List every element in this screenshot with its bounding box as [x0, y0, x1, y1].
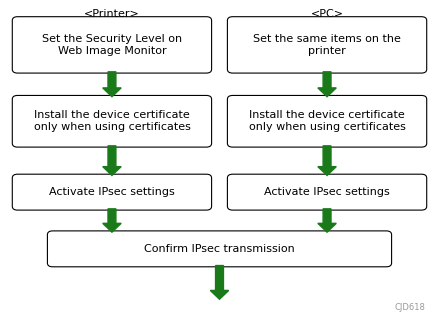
Polygon shape [317, 209, 336, 232]
Text: Set the same items on the
printer: Set the same items on the printer [253, 34, 400, 56]
Text: Confirm IPsec transmission: Confirm IPsec transmission [144, 244, 294, 254]
Text: Activate IPsec settings: Activate IPsec settings [49, 187, 174, 197]
Polygon shape [210, 266, 228, 299]
Polygon shape [317, 146, 336, 175]
Text: <Printer>: <Printer> [84, 9, 139, 19]
Text: CJD618: CJD618 [394, 303, 425, 312]
FancyBboxPatch shape [227, 174, 426, 210]
FancyBboxPatch shape [227, 95, 426, 147]
FancyBboxPatch shape [47, 231, 391, 267]
FancyBboxPatch shape [12, 174, 211, 210]
Polygon shape [102, 209, 121, 232]
FancyBboxPatch shape [227, 17, 426, 73]
Polygon shape [317, 72, 336, 97]
FancyBboxPatch shape [12, 17, 211, 73]
Polygon shape [102, 72, 121, 97]
Polygon shape [102, 146, 121, 175]
Text: <PC>: <PC> [310, 9, 343, 19]
Text: Install the device certificate
only when using certificates: Install the device certificate only when… [33, 111, 190, 132]
FancyBboxPatch shape [12, 95, 211, 147]
Text: Set the Security Level on
Web Image Monitor: Set the Security Level on Web Image Moni… [42, 34, 182, 56]
Text: Activate IPsec settings: Activate IPsec settings [264, 187, 389, 197]
Text: Install the device certificate
only when using certificates: Install the device certificate only when… [248, 111, 405, 132]
